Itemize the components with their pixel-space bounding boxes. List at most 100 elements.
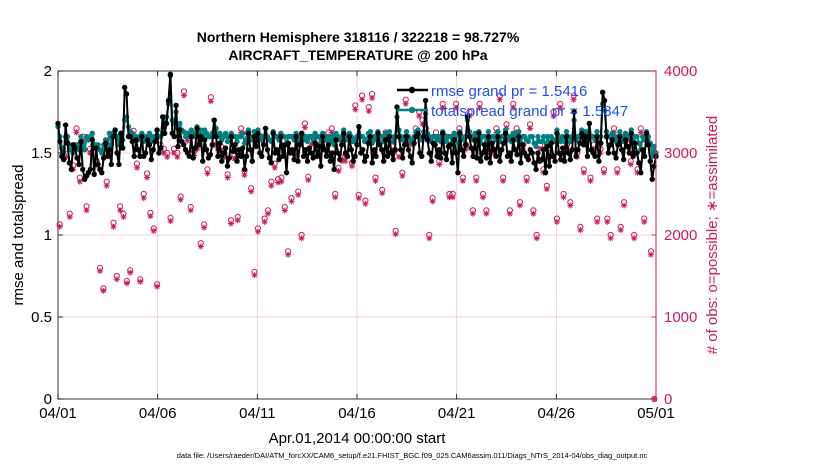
obs-assimilated-point	[483, 210, 490, 217]
rmse-point	[384, 153, 391, 159]
obs-assimilated-point	[362, 200, 369, 207]
rmse-point	[419, 153, 425, 159]
obs-assimilated-point	[533, 235, 540, 242]
rmse-point	[280, 153, 286, 159]
rmse-point	[464, 114, 471, 120]
totalspread-point	[232, 133, 238, 140]
rmse-point	[415, 130, 421, 137]
rmse-point	[337, 156, 343, 163]
rmse-point	[514, 151, 520, 158]
rmse-point	[135, 147, 141, 153]
rmse-point	[142, 150, 149, 156]
obs-assimilated-point	[73, 129, 80, 136]
rmse-point	[89, 137, 95, 143]
rmse-point	[230, 148, 236, 155]
rmse-point	[356, 124, 362, 130]
rmse-point	[561, 158, 568, 164]
obs-assimilated-point	[180, 92, 187, 99]
rmse-point	[247, 147, 254, 153]
obs-assimilated-point	[604, 218, 611, 225]
left-y-axis-label: rmse and totalspread	[10, 165, 27, 306]
rmse-point	[175, 143, 181, 150]
obs-assimilated-point	[359, 96, 366, 103]
rmse-point	[455, 169, 461, 176]
rmse-point	[531, 160, 537, 166]
rmse-point	[598, 140, 604, 146]
rmse-point	[540, 147, 547, 153]
x-tick-label: 04/06	[139, 405, 177, 422]
rmse-point	[403, 133, 410, 140]
obs-assimilated-point	[399, 172, 406, 179]
obs-assimilated-point	[207, 98, 214, 105]
obs-assimilated-point	[264, 210, 271, 217]
obs-assimilated-point	[392, 231, 399, 238]
obs-assimilated-point	[228, 220, 235, 227]
totalspread-point	[651, 143, 657, 150]
rmse-point	[102, 140, 109, 146]
rmse-point	[573, 153, 579, 159]
rmse-point	[624, 143, 631, 150]
rmse-point	[300, 153, 307, 159]
obs-assimilated-point	[402, 100, 409, 107]
rmse-point	[460, 153, 467, 159]
left-y-tick-label: 2	[44, 63, 52, 80]
obs-assimilated-point	[177, 196, 184, 203]
obs-assimilated-point	[187, 207, 194, 214]
obs-assimilated-point	[335, 168, 342, 175]
totalspread-point	[506, 133, 513, 140]
rmse-point	[161, 130, 168, 137]
obs-assimilated-point	[449, 194, 456, 201]
rmse-point	[253, 143, 259, 150]
rmse-point	[352, 153, 358, 159]
rmse-point	[539, 156, 545, 163]
rmse-point	[579, 130, 585, 137]
rmse-point	[512, 147, 518, 153]
rmse-point	[516, 133, 522, 140]
rmse-point	[331, 166, 337, 173]
rmse-point	[552, 158, 558, 164]
obs-assimilated-point	[567, 202, 574, 209]
rmse-point	[200, 158, 206, 164]
totalspread-point	[188, 127, 195, 133]
rmse-point	[104, 153, 111, 159]
rmse-point	[251, 133, 257, 140]
rmse-point	[152, 138, 158, 145]
obs-assimilated-point	[506, 210, 513, 217]
rmse-point	[396, 133, 402, 140]
rmse-point	[506, 150, 513, 156]
totalspread-point	[544, 133, 551, 140]
totalspread-point	[485, 128, 492, 135]
rmse-point	[432, 142, 438, 148]
obs-assimilated-point	[100, 287, 107, 294]
rmse-point	[649, 176, 655, 182]
rmse-point	[139, 133, 145, 140]
rmse-point	[180, 142, 187, 148]
rmse-point	[424, 137, 431, 143]
rmse-point	[489, 140, 495, 146]
rmse-point	[249, 158, 255, 164]
rmse-point	[483, 155, 490, 161]
left-y-tick-label: 1.5	[31, 145, 52, 162]
rmse-point	[643, 130, 650, 137]
rmse-point	[645, 142, 652, 148]
rmse-point	[207, 151, 214, 158]
obs-assimilated-point	[137, 278, 144, 285]
obs-assimilated-point	[355, 195, 362, 202]
rmse-point	[497, 158, 503, 164]
obs-assimilated-point	[301, 124, 308, 131]
obs-assimilated-point	[83, 207, 90, 214]
rmse-point	[420, 133, 427, 140]
rmse-point	[76, 161, 82, 168]
rmse-point	[426, 150, 433, 156]
obs-assimilated-point	[453, 104, 460, 111]
rmse-point	[333, 137, 339, 143]
rmse-point	[262, 125, 269, 132]
rmse-point	[596, 158, 602, 164]
rmse-point	[409, 160, 415, 166]
obs-assimilated-point	[369, 95, 376, 102]
obs-assimilated-point	[570, 96, 577, 103]
rmse-point	[487, 160, 494, 166]
rmse-point	[491, 147, 497, 153]
totalspread-point	[529, 133, 535, 140]
rmse-point	[55, 120, 61, 127]
